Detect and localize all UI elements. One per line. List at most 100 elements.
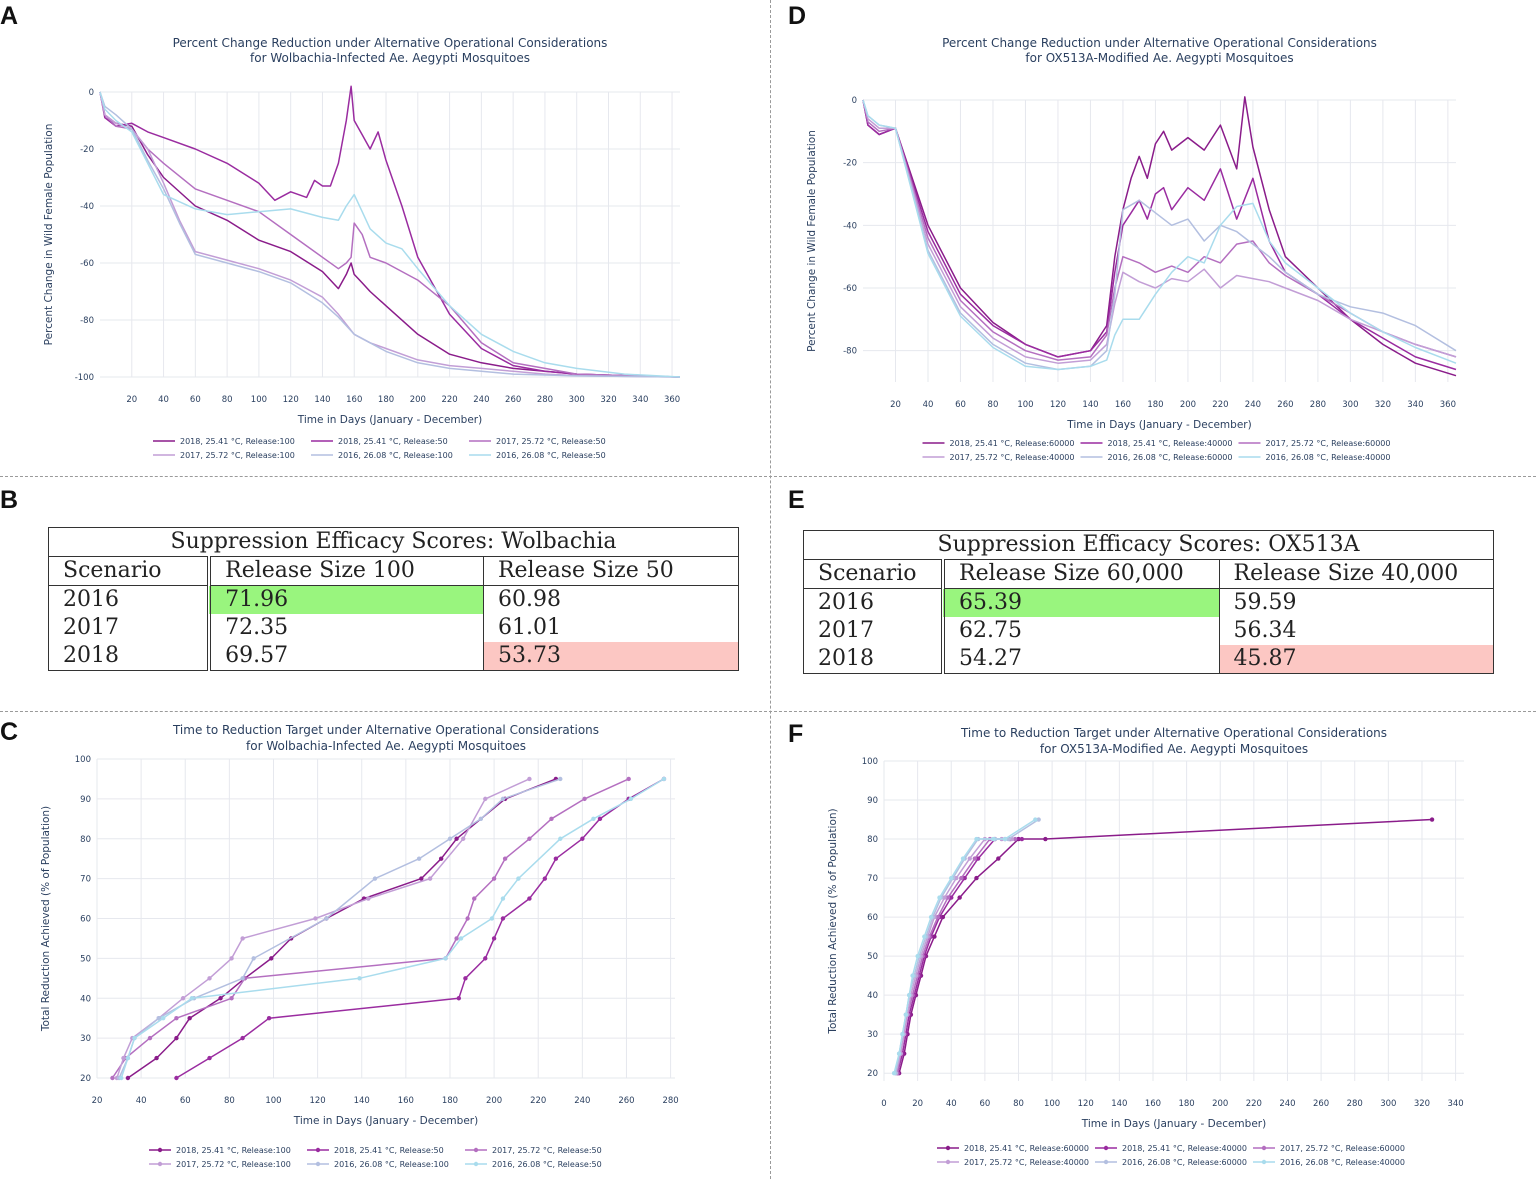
- series-line: [862, 96, 1457, 377]
- series-line: [99, 91, 681, 378]
- horizontal-divider-bottom: [0, 711, 1536, 712]
- data-point: [251, 956, 256, 961]
- legend-entry: 2017, 25.72 °C, Release:100: [180, 451, 295, 460]
- data-point: [1033, 817, 1038, 822]
- legend-entry: 2018, 25.41 °C, Release:60000: [950, 439, 1075, 448]
- table-cell: 2017: [803, 617, 945, 645]
- x-tick-label: 160: [1145, 1099, 1161, 1109]
- legend-entry: 2018, 25.41 °C, Release:50: [338, 437, 448, 446]
- y-axis-label: Percent Change in Wild Female Population: [43, 124, 55, 346]
- data-point: [1036, 817, 1041, 822]
- table-title: Suppression Efficacy Scores: OX513A: [803, 530, 1494, 560]
- y-tick-label: 50: [867, 952, 878, 962]
- data-point: [463, 976, 468, 981]
- data-point: [915, 953, 920, 959]
- y-tick-label: 60: [867, 913, 878, 923]
- data-point: [957, 895, 962, 900]
- x-tick-label: 240: [473, 395, 489, 405]
- data-point: [942, 895, 947, 900]
- data-point: [661, 776, 667, 782]
- x-tick-label: 340: [1407, 400, 1423, 410]
- legend-marker: [315, 1161, 321, 1167]
- data-point: [949, 895, 954, 900]
- x-axis-label: Time in Days (January - December): [293, 1115, 478, 1127]
- table-header-release-large: Release Size 60,000: [943, 559, 1220, 589]
- series-line: [99, 91, 681, 378]
- x-tick-label: 20: [92, 1096, 103, 1106]
- x-tick-label: 340: [1447, 1099, 1463, 1109]
- data-point: [174, 1015, 179, 1021]
- x-tick-label: 200: [486, 1096, 502, 1106]
- data-point: [500, 796, 506, 802]
- data-point: [372, 876, 378, 881]
- data-point: [189, 996, 195, 1001]
- data-point: [266, 1015, 272, 1021]
- x-axis-label: Time in Days (January - December): [1066, 419, 1251, 431]
- series-line: [862, 99, 1457, 371]
- y-tick-label: -20: [80, 145, 94, 155]
- data-point: [218, 996, 223, 1001]
- data-point: [907, 992, 912, 998]
- y-axis-label: Total Reduction Achieved (% of Populatio…: [827, 808, 839, 1034]
- table-header-release-large: Release Size 100: [209, 556, 484, 586]
- x-tick-label: 60: [180, 1096, 191, 1106]
- legend-marker: [157, 1147, 163, 1153]
- series-line: [862, 99, 1457, 361]
- chart-title: for Wolbachia-Infected Ae. Aegypti Mosqu…: [246, 739, 526, 753]
- legend-marker: [157, 1161, 163, 1167]
- data-point: [527, 896, 532, 901]
- x-tick-label: 200: [410, 395, 426, 405]
- y-tick-label: 30: [80, 1034, 91, 1044]
- legend-entry: 2018, 25.41 °C, Release:50: [334, 1146, 444, 1155]
- y-tick-label: 70: [80, 875, 91, 885]
- x-tick-label: 100: [251, 395, 267, 405]
- legend-entry: 2017, 25.72 °C, Release:50: [492, 1146, 602, 1155]
- data-point: [1002, 836, 1008, 842]
- legend-marker: [945, 1145, 951, 1151]
- data-point: [156, 1015, 161, 1021]
- x-tick-label: 80: [1013, 1099, 1024, 1109]
- table-row: 2018 54.27 45.87: [803, 645, 1495, 674]
- x-tick-label: 60: [955, 400, 966, 410]
- y-tick-label: 0: [852, 96, 857, 106]
- data-point: [229, 956, 234, 961]
- x-tick-label: 260: [505, 395, 521, 405]
- x-tick-label: 100: [1017, 400, 1033, 410]
- data-point: [549, 816, 554, 822]
- x-tick-label: 260: [1313, 1099, 1329, 1109]
- data-point: [465, 916, 470, 921]
- series-line: [862, 99, 1457, 371]
- x-tick-label: 320: [600, 395, 616, 405]
- series-line: [862, 99, 1457, 371]
- y-tick-label: 50: [80, 954, 91, 964]
- x-tick-label: 160: [346, 395, 362, 405]
- panel-label-a: A: [0, 2, 19, 30]
- data-point: [427, 876, 433, 881]
- x-tick-label: 140: [1111, 1099, 1127, 1109]
- data-point: [419, 876, 424, 881]
- data-point: [502, 856, 508, 861]
- data-point: [324, 916, 329, 921]
- data-point: [527, 836, 532, 841]
- data-point: [461, 836, 466, 841]
- series-line: [893, 818, 1036, 1074]
- x-tick-label: 140: [314, 395, 330, 405]
- data-point: [959, 875, 964, 881]
- y-tick-label: 20: [867, 1069, 878, 1079]
- x-tick-label: 300: [569, 395, 585, 405]
- data-point: [935, 914, 940, 920]
- x-tick-label: 120: [1050, 400, 1066, 410]
- data-point: [447, 836, 453, 841]
- data-point: [954, 875, 959, 881]
- data-point: [366, 896, 371, 901]
- legend-marker: [945, 1159, 951, 1165]
- x-tick-label: 0: [881, 1099, 886, 1109]
- data-point: [483, 796, 488, 802]
- legend-entry: 2017, 25.72 °C, Release:40000: [950, 453, 1075, 462]
- legend-entry: 2016, 26.08 °C, Release:60000: [1122, 1158, 1247, 1167]
- x-tick-label: 220: [441, 395, 457, 405]
- series-line: [116, 778, 530, 1079]
- x-tick-label: 300: [1380, 1099, 1396, 1109]
- data-point: [456, 996, 462, 1001]
- table-cell: 2017: [48, 614, 212, 642]
